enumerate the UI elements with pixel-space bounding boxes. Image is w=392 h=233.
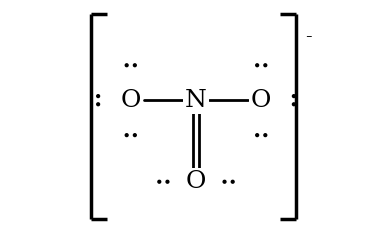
Circle shape xyxy=(97,95,100,97)
Circle shape xyxy=(133,64,136,67)
Circle shape xyxy=(256,134,259,137)
Circle shape xyxy=(264,134,267,137)
Text: N: N xyxy=(185,89,207,112)
Circle shape xyxy=(264,64,267,67)
Circle shape xyxy=(133,134,136,137)
Circle shape xyxy=(231,180,234,183)
Text: O: O xyxy=(121,89,141,112)
Circle shape xyxy=(256,64,259,67)
Circle shape xyxy=(125,134,128,137)
Text: -: - xyxy=(305,28,312,46)
Circle shape xyxy=(292,95,295,97)
Circle shape xyxy=(166,180,169,183)
Circle shape xyxy=(292,103,295,106)
Circle shape xyxy=(158,180,161,183)
Text: O: O xyxy=(251,89,271,112)
Circle shape xyxy=(223,180,226,183)
Circle shape xyxy=(125,64,128,67)
Circle shape xyxy=(97,103,100,106)
Text: O: O xyxy=(186,170,206,193)
